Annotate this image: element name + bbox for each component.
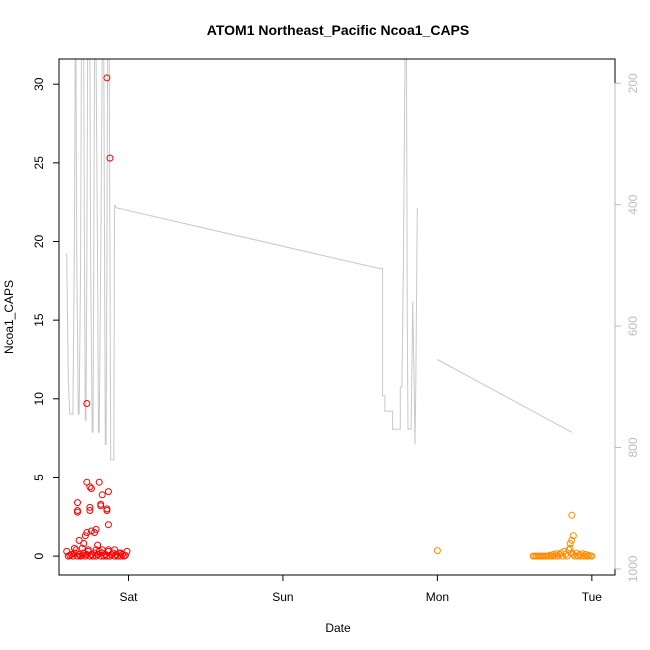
data-point-series-2 — [568, 511, 576, 519]
y2-tick-label: 400 — [626, 194, 640, 214]
y2-tick-label: 1000 — [626, 555, 640, 582]
data-point-series-1 — [97, 502, 105, 510]
y2-tick-label: 800 — [626, 437, 640, 457]
data-point-series-1 — [83, 478, 91, 486]
data-point-series-1 — [86, 507, 94, 514]
x-tick-label: Tue — [582, 590, 603, 604]
y-tick-label: 10 — [32, 392, 46, 406]
depth-line-segment-0 — [66, 58, 418, 461]
data-point-series-1 — [92, 525, 100, 533]
x-tick-label: Sun — [272, 590, 293, 604]
data-point-series-1 — [74, 507, 81, 514]
data-point-series-1 — [117, 552, 125, 560]
data-point-series-1 — [86, 483, 94, 491]
data-point-series-2 — [563, 552, 571, 560]
data-point-series-2 — [433, 547, 441, 555]
data-point-series-2 — [566, 544, 574, 552]
data-point-series-1 — [74, 499, 81, 507]
data-point-series-1 — [84, 546, 92, 554]
data-point-series-1 — [98, 491, 106, 499]
data-point-series-1 — [106, 154, 114, 162]
data-point-series-2 — [568, 536, 576, 544]
y-axis: 0 5 10 15 20 25 30 — [32, 77, 60, 559]
data-point-series-1 — [95, 478, 103, 486]
data-point-series-1 — [103, 505, 111, 513]
y-tick-label: 15 — [32, 313, 46, 327]
data-point-series-1 — [80, 540, 88, 547]
data-point-series-1 — [104, 488, 112, 496]
data-point-series-1 — [75, 551, 83, 558]
data-point-series-2 — [569, 532, 577, 540]
data-point-series-2 — [588, 552, 596, 560]
data-point-series-1 — [81, 532, 89, 540]
depth-line-segment-1 — [437, 359, 573, 433]
y-tick-label: 25 — [32, 156, 46, 170]
data-point-series-1 — [117, 549, 125, 557]
x-tick-label: Sat — [119, 590, 138, 604]
y2-tick-label: 600 — [626, 316, 640, 336]
points-layer — [63, 74, 596, 560]
data-point-series-1 — [104, 521, 112, 529]
data-point-series-1 — [94, 541, 102, 549]
data-point-series-1 — [87, 485, 95, 492]
data-point-series-1 — [118, 551, 126, 558]
data-point-series-1 — [74, 552, 81, 560]
y2-tick-label: 200 — [626, 73, 640, 93]
data-point-series-1 — [103, 74, 111, 82]
x-axis-label: Date — [325, 621, 351, 635]
x-tick-label: Mon — [426, 590, 449, 604]
y-axis-label: Ncoa1_CAPS — [2, 280, 16, 354]
y2-axis: 200 400 600 800 1000 — [614, 73, 640, 582]
data-point-series-1 — [86, 503, 94, 511]
data-point-series-1 — [103, 552, 111, 560]
data-point-series-1 — [123, 547, 131, 555]
chart-title: ATOM1 Northeast_Pacific Ncoa1_CAPS — [207, 22, 469, 38]
x-axis: Sat Sun Mon Tue — [119, 574, 603, 604]
data-point-series-1 — [72, 546, 80, 554]
plot-frame — [58, 58, 616, 576]
data-point-series-1 — [111, 546, 119, 554]
data-point-series-1 — [83, 400, 91, 407]
y-tick-label: 5 — [32, 474, 46, 481]
y-tick-label: 0 — [32, 552, 46, 559]
data-point-series-2 — [562, 551, 570, 558]
data-point-series-1 — [70, 544, 78, 552]
y-tick-label: 20 — [32, 235, 46, 249]
y-tick-label: 30 — [32, 77, 46, 91]
data-point-series-1 — [83, 529, 91, 536]
depth-line-layer — [66, 58, 573, 461]
